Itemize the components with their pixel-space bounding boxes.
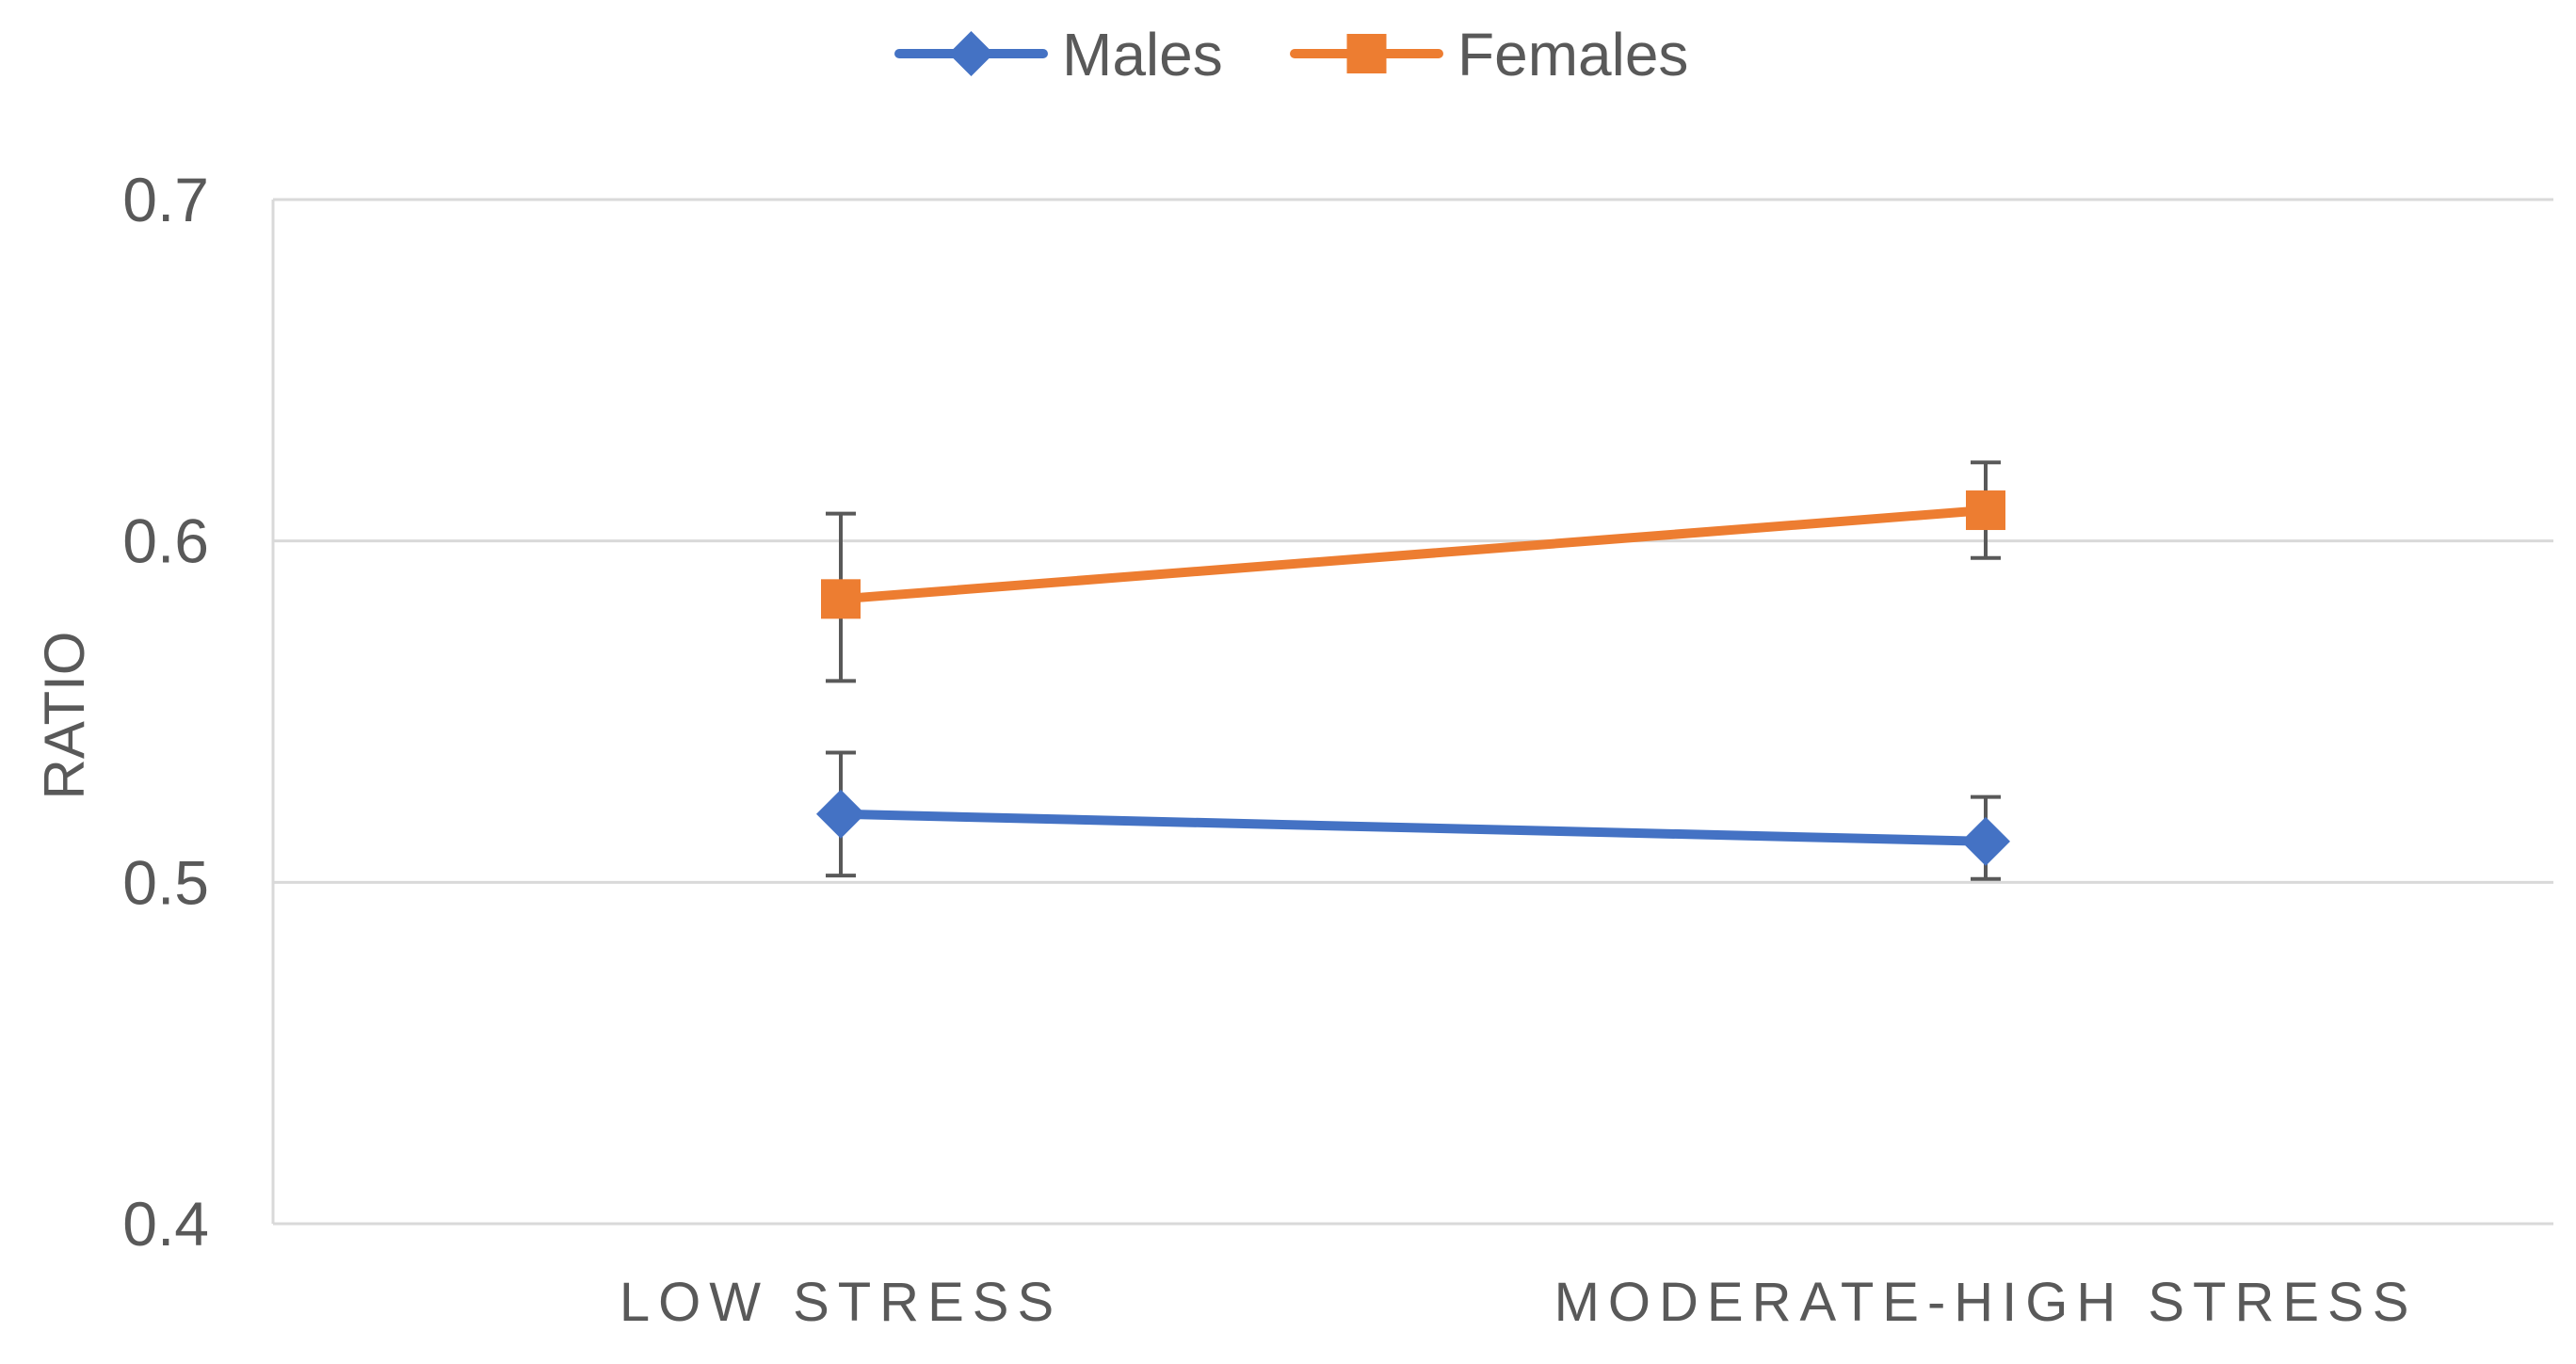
legend-item-males: Males [894,21,1223,88]
series-line-males [836,809,1990,846]
legend: Males Females [894,21,1688,88]
series-females [821,460,2005,683]
y-axis-label: RATIO [33,632,96,800]
axes: 0.4 0.5 0.6 0.7 LOW STRESS MODERATE-HIGH STRE… [122,165,2418,1333]
legend-item-females: Females [1290,21,1688,88]
y-tick-label-1: 0.5 [122,847,209,917]
data-point-males-0 [816,789,865,839]
legend-marker [1346,34,1387,73]
data-point-males-1 [1961,816,2010,866]
series-layer [816,460,2010,881]
series-line-females [836,505,1990,604]
x-tick-label-0: LOW STRESS [620,1272,1062,1333]
y-tick-label-3: 0.7 [122,165,209,234]
gridlines [273,198,2553,1226]
series-males [816,750,2010,881]
x-tick-label-1: MODERATE-HIGH STRESS [1554,1272,2418,1333]
y-tick-label-0: 0.4 [122,1189,209,1259]
data-point-females-0 [821,579,861,619]
y-tick-label-2: 0.6 [122,506,209,576]
data-point-females-1 [1966,490,2005,531]
legend-label: Females [1457,21,1688,88]
legend-marker [948,31,994,76]
legend-label: Males [1062,21,1223,88]
